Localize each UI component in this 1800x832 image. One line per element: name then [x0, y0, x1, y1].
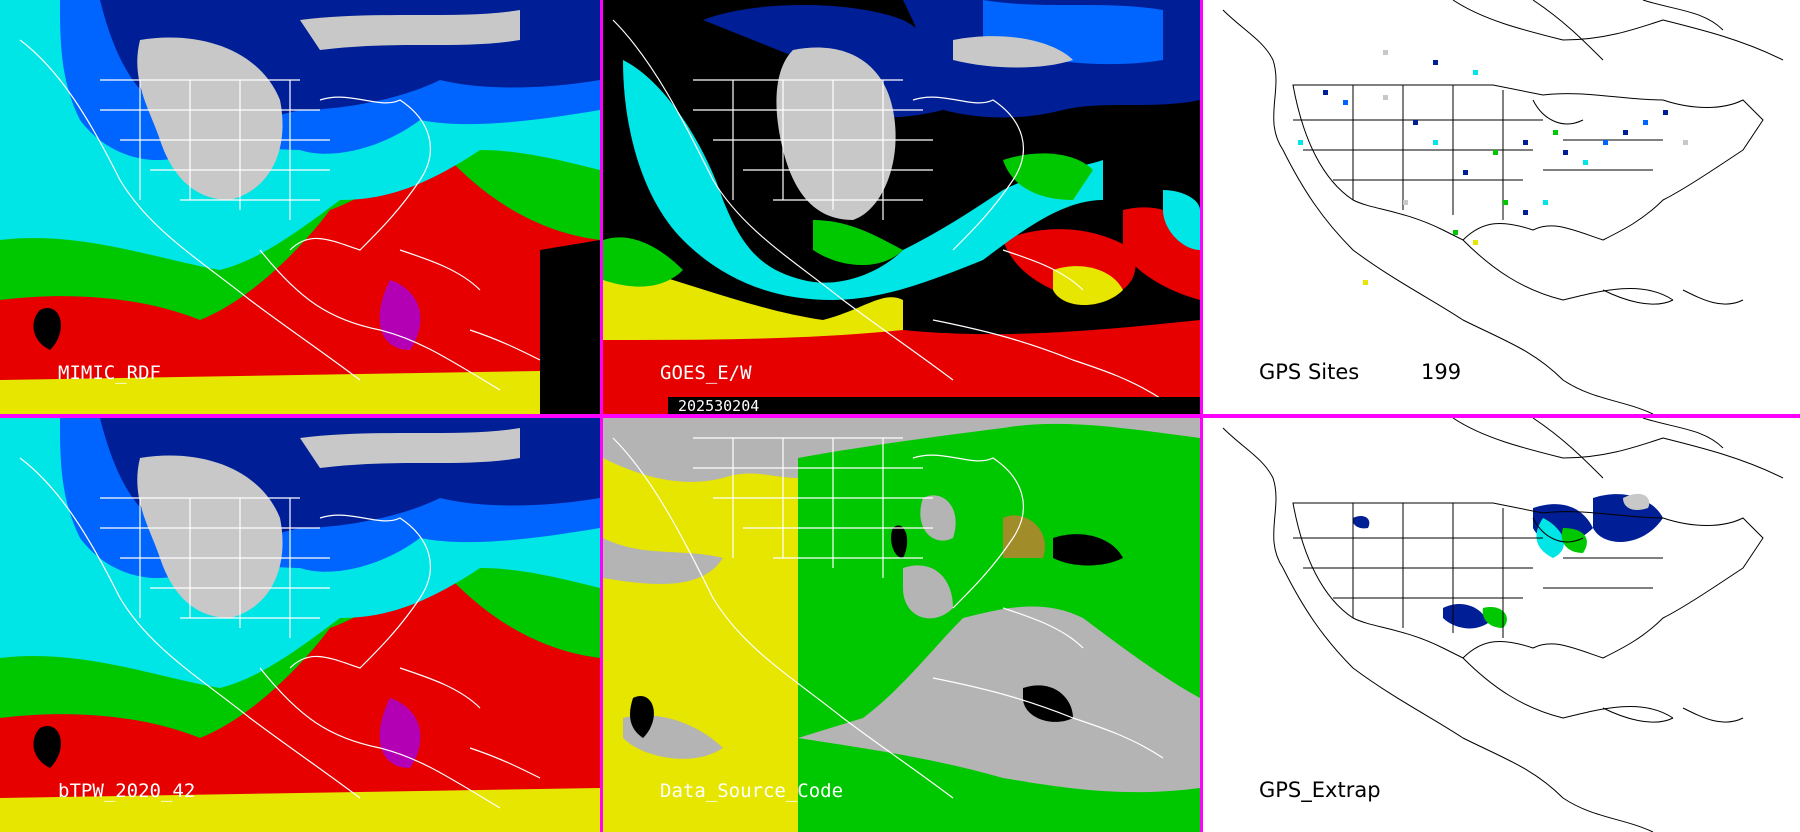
gps-sites-map	[1203, 0, 1800, 414]
data-source-code-label: Data_Source_Code	[660, 780, 844, 802]
gps-sites-label: GPS Sites	[1259, 360, 1360, 384]
data-source-code-panel: Data_Source_Code	[603, 418, 1200, 832]
gps-extrap-panel: GPS_Extrap	[1203, 418, 1800, 832]
gps-extrap-label: GPS_Extrap	[1259, 778, 1381, 802]
btpw-map	[0, 418, 600, 832]
gps-sites-count: 199	[1421, 360, 1462, 384]
btpw-label: bTPW_2020_42	[58, 780, 196, 802]
horizontal-divider	[0, 414, 1800, 418]
mimic-rdf-label: MIMIC_RDF	[58, 362, 161, 384]
goes-map	[603, 0, 1200, 414]
gps-extrap-map	[1203, 418, 1800, 832]
mimic-rdf-panel: MIMIC_RDF	[0, 0, 600, 414]
gps-sites-panel: GPS Sites 199	[1203, 0, 1800, 414]
gps-site-markers	[1298, 50, 1688, 285]
goes-date-strip: 202530204	[668, 397, 1236, 415]
goes-label: GOES_E/W	[660, 362, 752, 384]
btpw-panel: bTPW_2020_42	[0, 418, 600, 832]
goes-panel: GOES_E/W	[603, 0, 1200, 414]
mimic-rdf-map	[0, 0, 600, 414]
data-source-code-map	[603, 418, 1200, 832]
